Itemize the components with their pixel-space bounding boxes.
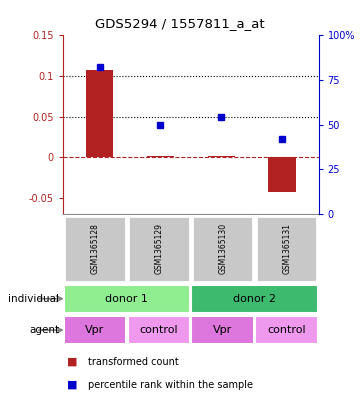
Bar	[192, 215, 253, 281]
Text: GSM1365128: GSM1365128	[90, 223, 99, 274]
Text: transformed count: transformed count	[88, 356, 179, 367]
Text: ■: ■	[67, 380, 77, 390]
Text: control: control	[267, 325, 306, 335]
Text: Vpr: Vpr	[85, 325, 104, 335]
Bar	[269, 157, 296, 192]
Bar	[86, 70, 113, 157]
Text: GSM1365131: GSM1365131	[282, 223, 291, 274]
Text: ■: ■	[67, 356, 77, 367]
Bar	[127, 316, 190, 344]
Bar	[64, 285, 190, 313]
Text: donor 1: donor 1	[105, 294, 148, 304]
Bar	[64, 215, 126, 281]
Text: agent: agent	[29, 325, 59, 335]
Text: percentile rank within the sample: percentile rank within the sample	[88, 380, 253, 390]
Bar	[255, 316, 318, 344]
Bar	[256, 215, 317, 281]
Bar	[207, 156, 235, 157]
Text: donor 2: donor 2	[233, 294, 276, 304]
Text: GDS5294 / 1557811_a_at: GDS5294 / 1557811_a_at	[95, 17, 265, 30]
Text: Vpr: Vpr	[213, 325, 232, 335]
Text: individual: individual	[8, 294, 59, 304]
Bar	[64, 316, 126, 344]
Bar	[192, 285, 318, 313]
Text: control: control	[140, 325, 178, 335]
Bar	[192, 316, 254, 344]
Bar	[147, 156, 174, 157]
Text: GSM1365130: GSM1365130	[218, 223, 227, 274]
Bar	[128, 215, 189, 281]
Text: GSM1365129: GSM1365129	[154, 223, 163, 274]
